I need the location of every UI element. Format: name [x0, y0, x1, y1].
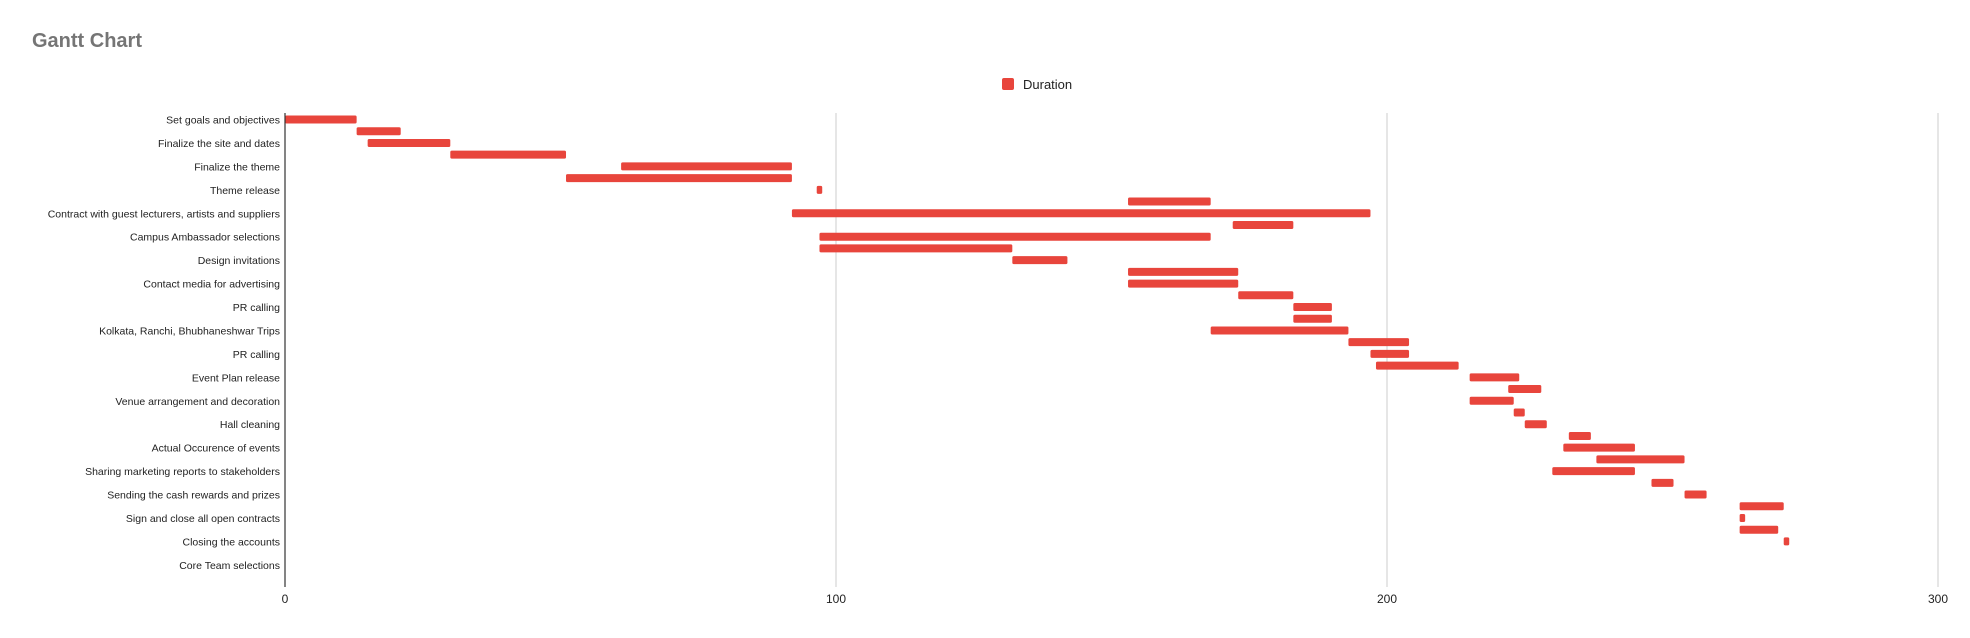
- y-tick-label: Theme release: [210, 185, 280, 197]
- x-tick-label-300: 300: [1928, 592, 1948, 606]
- y-tick-label: Sending the cash rewards and prizes: [107, 490, 280, 502]
- chart-title: Gantt Chart: [32, 30, 142, 52]
- y-tick-label: PR calling: [233, 302, 280, 314]
- duration-bar: [1375, 361, 1459, 370]
- y-tick-label: Hall cleaning: [220, 419, 280, 431]
- y-tick-label: Set goals and objectives: [166, 115, 280, 127]
- axis-layer: 0 100 200 300: [282, 113, 1948, 606]
- y-tick-label: Kolkata, Ranchi, Bhubhaneshwar Trips: [99, 325, 280, 337]
- duration-bar: [1469, 373, 1520, 382]
- x-tick-label-100: 100: [826, 592, 846, 606]
- duration-bar: [1783, 537, 1790, 546]
- y-tick-label: Closing the accounts: [183, 536, 280, 548]
- duration-bar: [1651, 478, 1674, 487]
- duration-bar: [1508, 385, 1542, 394]
- y-tick-label: Contact media for advertising: [143, 279, 280, 291]
- duration-bar: [1293, 303, 1332, 312]
- duration-bar: [1596, 455, 1685, 464]
- y-tick-label: Design invitations: [198, 255, 280, 267]
- duration-bar: [1370, 349, 1410, 358]
- y-tick-label: Finalize the site and dates: [158, 138, 280, 150]
- duration-bar: [367, 138, 451, 147]
- legend-swatch-duration: [1002, 78, 1014, 90]
- duration-bar: [791, 209, 1371, 218]
- duration-bar: [1348, 338, 1410, 347]
- duration-bar: [356, 127, 401, 136]
- duration-bar: [450, 150, 567, 159]
- y-tick-label: Core Team selections: [179, 560, 280, 572]
- duration-bar: [816, 185, 823, 194]
- duration-bar: [1012, 256, 1068, 265]
- duration-bar: [621, 162, 792, 171]
- duration-bar: [1513, 408, 1525, 417]
- y-tick-label: Sign and close all open contracts: [126, 513, 280, 525]
- duration-bar: [819, 244, 1013, 253]
- duration-bar: [1128, 279, 1239, 288]
- duration-bar: [1563, 443, 1635, 452]
- label-layer: Set goals and objectives Finalize the sit…: [48, 115, 280, 572]
- y-tick-label: Venue arrangement and decoration: [115, 396, 280, 408]
- y-tick-label: Campus Ambassador selections: [130, 232, 280, 244]
- x-tick-label-0: 0: [282, 592, 289, 606]
- legend: Duration: [1002, 76, 1072, 92]
- y-tick-label: Actual Occurence of events: [152, 443, 280, 455]
- y-tick-label: Contract with guest lecturers, artists a…: [48, 208, 280, 220]
- duration-bar: [1739, 525, 1779, 534]
- duration-bar: [1238, 291, 1294, 300]
- duration-bar: [1524, 420, 1547, 429]
- duration-bar: [1232, 220, 1294, 229]
- duration-bar: [566, 174, 792, 183]
- duration-bar: [285, 115, 357, 124]
- duration-bar: [1552, 467, 1635, 476]
- duration-bar: [1568, 431, 1591, 440]
- duration-bar: [1684, 490, 1707, 499]
- x-tick-label-200: 200: [1377, 592, 1397, 606]
- y-tick-label: Sharing marketing reports to stakeholder…: [85, 466, 280, 478]
- duration-bar: [1739, 502, 1784, 511]
- legend-label-duration: Duration: [1023, 76, 1073, 92]
- duration-bar: [1128, 267, 1239, 276]
- duration-bar: [1739, 513, 1746, 522]
- y-tick-label: Finalize the theme: [194, 161, 280, 173]
- duration-bar: [1469, 396, 1514, 405]
- duration-bar: [819, 232, 1211, 241]
- duration-bar: [1210, 326, 1349, 335]
- duration-bar: [1293, 314, 1332, 323]
- y-tick-label: PR calling: [233, 349, 280, 361]
- y-tick-label: Event Plan release: [192, 372, 280, 384]
- duration-bar: [1128, 197, 1211, 206]
- bar-layer: [285, 115, 1790, 546]
